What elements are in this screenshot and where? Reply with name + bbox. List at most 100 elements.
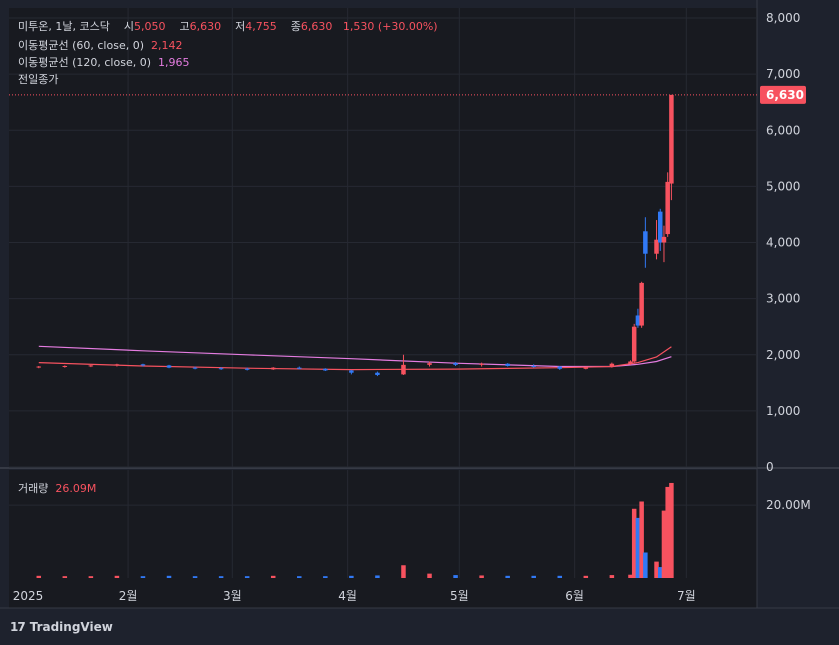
tradingview-logo[interactable]: 17 TradingView [10,620,113,634]
time-tick-label: 4월 [338,589,357,603]
candle-body [628,361,633,364]
volume-bar [505,575,510,578]
legend-symbol: 미투온, 1날, 코스닥 [18,20,110,33]
legend-low-label: 저 [235,20,246,33]
time-tick-label: 2월 [119,589,138,603]
candle-body [661,236,667,243]
price-tick-label: 2,000 [766,348,800,362]
volume-tick-label: 20.00M [766,498,811,512]
volume-bar [218,576,224,578]
volume-bar [639,501,644,578]
candle-body [654,239,659,254]
volume-bar [166,575,172,578]
candle-body [140,364,146,366]
candle-body [479,363,484,365]
volume-bar [609,575,615,578]
candle-body [88,365,94,367]
legend-volume-label: 거래량 [18,482,49,495]
candle-body [270,367,276,370]
candle-body [635,315,641,326]
legend-prev-close-row[interactable]: 전일종가 [18,71,58,87]
legend-open-label: 시 [123,20,134,33]
candle-body [114,364,120,366]
candle-body [62,365,68,367]
candle-body [218,368,224,370]
volume-bar [531,575,536,578]
candle-body [557,366,563,369]
legend-ma60-row[interactable]: 이동평균선 (60, close, 0) 2,142 [18,37,183,53]
legend-symbol-row: 미투온, 1날, 코스닥 시5,050 고6,630 저4,755 종6,630… [18,18,438,34]
candle-body [401,364,406,375]
volume-bar [669,482,674,578]
candle-body [297,367,302,369]
volume-bar [654,561,659,578]
candle-body [609,363,615,368]
candle-body [657,211,663,243]
price-tick-label: 3,000 [766,292,800,306]
volume-bar [36,575,42,578]
time-tick-label: 3월 [223,589,242,603]
volume-bar [349,575,354,578]
volume-bar [114,575,120,578]
candle-body [166,365,172,368]
tradingview-logo-icon: 17 [10,620,26,634]
candle-body [643,231,648,254]
legend-change: 1,530 (+30.00%) [342,20,438,33]
price-tick-label: 7,000 [766,67,800,81]
volume-bar [297,576,302,578]
time-tick-label: 2025 [13,589,44,603]
legend-ma60-label: 이동평균선 (60, close, 0) [18,39,144,52]
tradingview-logo-text: TradingView [29,620,113,634]
time-tick-label: 6월 [565,589,584,603]
price-tick-label: 5,000 [766,179,800,193]
legend-ma120-label: 이동평균선 (120, close, 0) [18,56,151,69]
volume-bar [657,567,663,578]
last-price-badge [760,85,806,104]
volume-bar [270,575,276,578]
volume-bar [628,574,633,578]
volume-bar [557,575,563,578]
legend-high-value: 6,630 [189,20,222,33]
volume-bar [192,576,198,578]
price-tick-label: 0 [766,460,774,474]
last-price-label: 6,630 [766,88,804,102]
volume-bar [88,576,94,578]
volume-bar [244,576,250,578]
volume-bar [453,575,458,578]
volume-bar [140,576,146,578]
volume-bar [643,552,648,578]
legend-close-label: 종 [290,20,301,33]
price-tick-label: 1,000 [766,404,800,418]
volume-bar [635,517,641,578]
price-tick-label: 6,000 [766,123,800,137]
time-tick-label: 5월 [450,589,469,603]
legend-high-label: 고 [179,20,190,33]
time-tick-label: 7월 [677,589,696,603]
legend-ma120-value: 1,965 [158,56,190,69]
price-tick-label: 4,000 [766,236,800,250]
legend-ma120-row[interactable]: 이동평균선 (120, close, 0) 1,965 [18,54,190,70]
volume-bar [427,573,432,578]
candle-body [531,365,536,367]
volume-bar [583,575,589,578]
volume-bar [661,510,667,578]
price-tick-label: 8,000 [766,11,800,25]
candle-body [669,94,674,184]
volume-bar [479,575,484,578]
volume-bar [323,576,328,578]
candle-body [583,367,589,369]
legend-prev-close-label: 전일종가 [18,73,59,86]
volume-bar [665,486,670,578]
legend-close-value: 6,630 [300,20,333,33]
volume-bar [375,575,380,578]
legend-ma60-value: 2,142 [151,39,183,52]
volume-bar [62,576,68,578]
candle-body [349,370,354,373]
volume-bar [631,508,637,578]
legend-volume-row[interactable]: 거래량 26.09M [18,480,96,496]
candle-body [631,326,637,362]
candle-body [427,363,432,365]
candle-body [192,367,198,369]
